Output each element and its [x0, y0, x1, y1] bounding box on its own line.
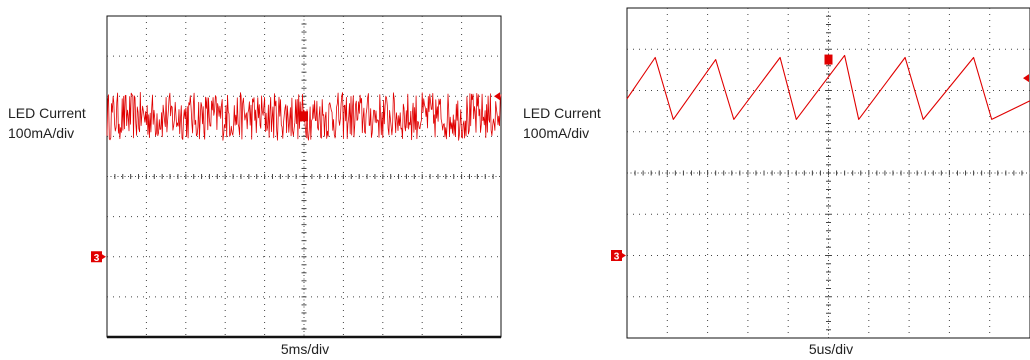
y-axis-label-1: LED Current 100mA/div — [8, 103, 86, 143]
channel-marker: 3 — [611, 250, 626, 263]
trigger-level-arrow-icon — [494, 92, 500, 101]
channel-marker-label: 3 — [614, 252, 620, 263]
x-axis-timebase-2: 5us/div — [808, 341, 854, 357]
channel-marker-box — [91, 251, 102, 263]
channel-marker: 3 — [91, 251, 106, 264]
channel-marker-arrow-icon — [102, 254, 106, 260]
y-axis-scale-1: 100mA/div — [8, 125, 75, 141]
led-current-trace — [106, 92, 502, 141]
y-axis-title-1: LED Current — [8, 105, 86, 121]
trigger-marker — [300, 111, 308, 122]
trigger-level-arrow-icon — [1023, 74, 1029, 83]
trigger-marker — [824, 54, 833, 65]
channel-marker-label: 3 — [94, 253, 100, 264]
scope-plot-led-current-5us: 3 — [611, 7, 1030, 339]
x-axis-timebase-1: 5ms/div — [280, 341, 330, 357]
led-current-trace — [626, 54, 1030, 120]
y-axis-label-2: LED Current 100mA/div — [523, 103, 601, 143]
y-axis-title-2: LED Current — [523, 105, 601, 121]
y-axis-scale-2: 100mA/div — [523, 125, 590, 141]
channel-marker-box — [611, 250, 622, 261]
scope-plot-led-current-5ms: 3 — [91, 15, 502, 339]
channel-marker-arrow-icon — [622, 253, 626, 258]
